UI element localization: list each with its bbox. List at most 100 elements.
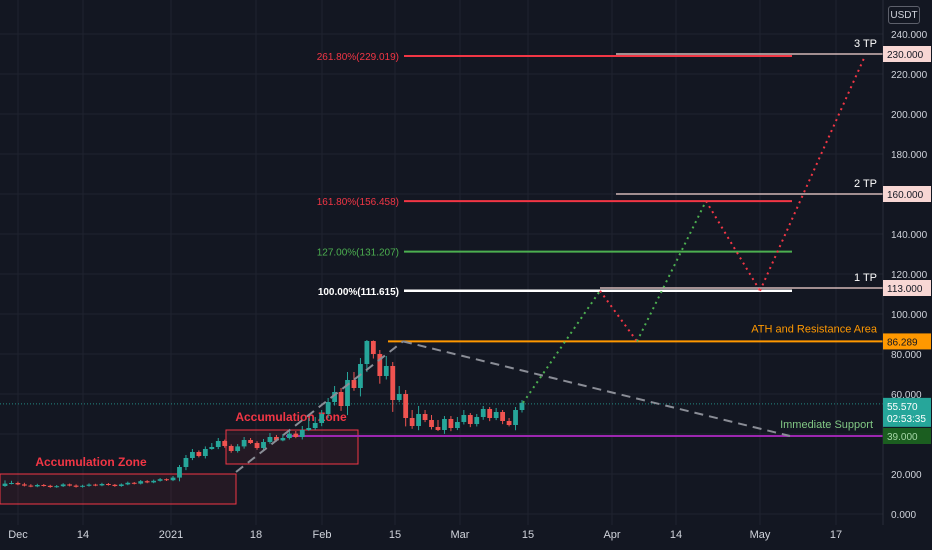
candle-body <box>138 481 144 484</box>
accumulation-zones: Accumulation Zone Accumulation Zone <box>0 410 359 505</box>
candle-body <box>112 484 118 486</box>
candle-body <box>54 486 60 488</box>
candle-body <box>409 418 415 426</box>
fib-level-label: 100.00%(111.615) <box>318 287 399 298</box>
currency-badge[interactable]: USDT <box>888 6 920 24</box>
candle-body <box>312 423 318 428</box>
candle-body <box>254 443 260 448</box>
last-price-value: 55.570 <box>887 402 918 413</box>
candle-body <box>157 479 163 481</box>
tp-price-value: 230.000 <box>887 50 924 61</box>
candle-body <box>60 484 66 487</box>
y-tick-label: 240.000 <box>891 30 928 41</box>
candle-body <box>500 412 506 421</box>
candle-body <box>487 409 493 418</box>
accumulation-zone-label: Accumulation Zone <box>35 455 147 469</box>
tp-label: 1 TP <box>854 272 877 284</box>
last-price-badge <box>883 397 931 427</box>
x-tick-label: 15 <box>522 529 534 541</box>
candle-body <box>513 410 518 425</box>
fib-level-label: 127.00%(131.207) <box>317 248 399 259</box>
x-tick-label: Feb <box>313 529 332 541</box>
candle-body <box>364 341 370 364</box>
price-badges: 230.000 160.000 113.000 86.289 39.000 55.5700… <box>883 46 931 444</box>
candle-body <box>332 392 337 402</box>
candle-body <box>429 420 434 427</box>
candle-body <box>248 440 253 443</box>
y-tick-label: 80.000 <box>891 350 922 361</box>
candle-body <box>461 415 467 422</box>
tp-price-value: 113.000 <box>887 284 923 295</box>
candle-body <box>338 392 344 406</box>
candle-body <box>299 430 305 437</box>
accumulation-zone-box <box>0 473 237 505</box>
candle-body <box>235 446 241 451</box>
y-tick-label: 220.000 <box>891 70 928 81</box>
candle-body <box>286 433 292 438</box>
trend-line-falling <box>402 340 791 437</box>
candle-body <box>319 414 325 423</box>
candle-body <box>345 380 350 406</box>
y-tick-label: 100.000 <box>891 310 928 321</box>
x-tick-label: 14 <box>670 529 682 541</box>
candle-body <box>21 484 27 486</box>
candle-body <box>506 421 512 425</box>
candle-body <box>306 428 312 430</box>
candle-body <box>151 480 157 483</box>
trend-line-rising <box>235 340 404 473</box>
candle-body <box>396 394 402 400</box>
grid <box>0 0 883 525</box>
candle-body <box>403 394 409 418</box>
x-tick-label: Apr <box>603 529 620 541</box>
countdown-value: 02:53:35 <box>887 414 926 425</box>
candle-body <box>467 415 473 424</box>
candle-body <box>454 422 460 428</box>
y-tick-label: 60.000 <box>891 390 922 401</box>
resistance-price-badge <box>883 333 931 350</box>
candle-body <box>480 409 486 417</box>
candle-body <box>228 446 234 451</box>
candle-body <box>144 481 150 483</box>
candle-body <box>190 452 195 458</box>
candle-body <box>80 485 85 487</box>
tp-price-badge <box>883 280 931 296</box>
candle-body <box>351 380 357 388</box>
y-tick-label: 140.000 <box>891 230 928 241</box>
tp-price-value: 160.000 <box>887 190 924 201</box>
candle-body <box>493 412 499 418</box>
candle-body <box>164 479 169 481</box>
candle-body <box>67 484 73 486</box>
candle-body <box>47 485 53 487</box>
x-tick-label: May <box>750 529 771 541</box>
resistance-label: ATH and Resistance Area <box>751 323 878 335</box>
candle-body <box>267 437 273 442</box>
tp-price-badge <box>883 186 931 202</box>
candle-body <box>416 414 421 426</box>
y-tick-label: 180.000 <box>891 150 928 161</box>
projection-up-3 <box>759 55 866 292</box>
candle-body <box>86 484 92 486</box>
candle-body <box>442 419 447 430</box>
candle-body <box>383 366 389 376</box>
candle-body <box>293 433 299 437</box>
candle-body <box>377 354 383 376</box>
candle-body <box>93 484 98 486</box>
candle-body <box>435 427 441 430</box>
tp-label: 2 TP <box>854 178 877 190</box>
x-tick-label: Dec <box>8 529 28 541</box>
x-tick-label: 2021 <box>159 529 183 541</box>
support-price-badge <box>883 428 931 444</box>
candle-body <box>241 440 247 447</box>
fib-level-label: 161.80%(156.458) <box>317 197 399 208</box>
x-tick-label: 17 <box>830 529 842 541</box>
candle-body <box>519 402 525 410</box>
candle-body <box>99 484 105 486</box>
candle-body <box>274 437 279 441</box>
candle-body <box>474 417 480 424</box>
candle-body <box>261 442 266 448</box>
y-tick-label: 0.000 <box>891 510 916 521</box>
candle-body <box>28 485 34 487</box>
x-tick-label: 14 <box>77 529 89 541</box>
